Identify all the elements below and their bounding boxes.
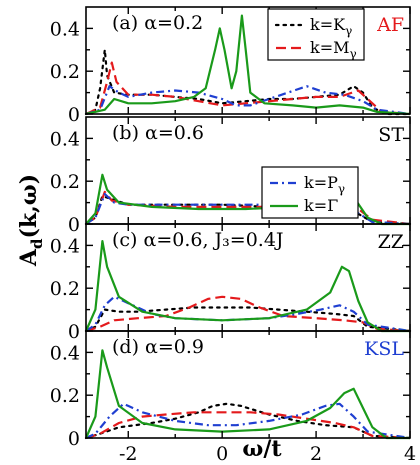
legend-box-bottom — [261, 166, 359, 219]
panel-label-4: (d) α=0.9 — [112, 336, 204, 358]
y-tick-label: 0.4 — [50, 18, 80, 40]
series-line-G-panel-1 — [85, 14, 411, 116]
y-axis-title-sub: d — [28, 238, 46, 249]
legend-label-sub: γ — [338, 182, 345, 196]
x-tick-label: 2 — [310, 443, 322, 465]
x-axis-title: ω/t — [242, 436, 282, 462]
y-tick-label: 0 — [68, 214, 80, 236]
series-line-M-panel-2 — [85, 190, 411, 226]
phase-label-3: ZZ — [378, 231, 404, 253]
legend-box-top — [267, 8, 365, 61]
x-tick-label: -2 — [119, 443, 138, 465]
series-line-P-panel-4 — [85, 402, 411, 440]
legend-label-main: k=P — [304, 173, 338, 192]
y-tick-label: 0 — [68, 104, 80, 126]
legend-label-K: k=Kγ — [310, 15, 352, 38]
x-tick-label: 4 — [404, 443, 416, 465]
y-tick-label: 0.2 — [50, 278, 80, 300]
x-tick-label: 0 — [216, 443, 228, 465]
y-tick-label: 0.2 — [50, 385, 80, 407]
panel-label-1: (a) α=0.2 — [112, 12, 203, 34]
series-line-G-panel-4 — [84, 349, 410, 440]
y-tick-label: 0.2 — [50, 61, 80, 83]
legend-label-main: k=K — [310, 15, 346, 34]
series-line-G-panel-3 — [84, 240, 410, 333]
panel-label-2: (b) α=0.6 — [112, 122, 204, 144]
y-axis-title-rest: (k,ω) — [16, 174, 42, 239]
series-line-K-panel-3 — [84, 306, 412, 333]
series-line-G-panel-2 — [85, 173, 410, 226]
series-line-M-panel-3 — [85, 295, 411, 333]
legend-label-P: k=Pγ — [304, 173, 345, 196]
legend-label-M: k=Mγ — [310, 38, 357, 61]
y-tick-label: 0.2 — [50, 171, 80, 193]
series-line-K-panel-4 — [84, 402, 412, 440]
panel-frame-4 — [85, 330, 411, 439]
y-tick-label: 0.4 — [50, 235, 80, 257]
legend-label-sub: γ — [349, 47, 356, 61]
y-tick-label: 0 — [68, 428, 80, 450]
panel-label-3: (c) α=0.6, J₃=0.4J — [112, 229, 284, 251]
series-line-K-panel-1 — [84, 48, 412, 116]
y-axis-title: Ad(k,ω) — [16, 174, 46, 267]
series-line-M-panel-1 — [85, 61, 411, 116]
legend-label-main: k=Γ — [304, 196, 338, 215]
y-tick-label: 0 — [68, 321, 80, 343]
phase-label-1: AF — [376, 14, 404, 36]
phase-label-4: KSL — [364, 338, 404, 360]
phase-label-2: ST — [378, 124, 404, 146]
series-line-M-panel-4 — [85, 411, 411, 440]
y-axis-title-main: A — [16, 248, 42, 267]
y-tick-label: 0.4 — [50, 128, 80, 150]
y-tick-label: 0.4 — [50, 342, 80, 364]
panel-frame-1 — [85, 6, 411, 115]
legend-label-sub: γ — [345, 24, 352, 38]
legend-label-main: k=M — [310, 38, 349, 57]
legend-label-G: k=Γ — [304, 196, 338, 215]
